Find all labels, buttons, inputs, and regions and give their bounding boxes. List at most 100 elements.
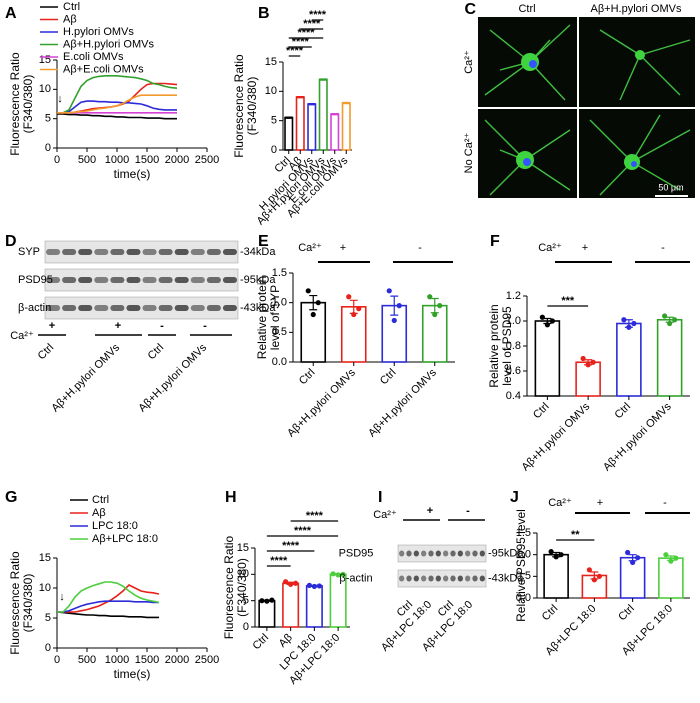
x-tick-label: 0 xyxy=(54,654,60,666)
data-point xyxy=(346,294,352,300)
group-label: + xyxy=(597,497,603,509)
blot-band xyxy=(46,305,61,311)
x-tick-label: Ctrl xyxy=(616,603,637,624)
column-label: Ctrl xyxy=(518,3,535,15)
significance-label: ** xyxy=(571,529,580,541)
blot-row-label: β-actin xyxy=(339,572,372,584)
y-tick-label: 0 xyxy=(45,142,51,154)
legend-label: Ctrl xyxy=(92,494,109,506)
data-point xyxy=(558,552,564,558)
legend-label: Aβ+LPC 18:0 xyxy=(92,533,158,545)
data-point xyxy=(335,572,341,578)
data-point xyxy=(549,318,555,324)
blot-marker: -34kDa xyxy=(240,246,276,258)
blot-band xyxy=(46,249,61,255)
panel-label: C xyxy=(464,1,476,18)
data-point xyxy=(306,582,312,588)
blot-band xyxy=(110,305,125,311)
blot-strip xyxy=(44,268,239,292)
row-label: No Ca²⁺ xyxy=(463,132,475,173)
blot-band xyxy=(399,575,405,582)
series-line xyxy=(57,581,160,613)
blot-strip xyxy=(44,240,239,264)
x-tick-label: Aβ+H.pylori OMVs xyxy=(285,366,358,439)
bar xyxy=(318,78,328,151)
x-axis-label: time(s) xyxy=(114,167,151,181)
significance-label: **** xyxy=(309,9,327,21)
series-line xyxy=(57,94,177,114)
y-axis-label: level of PSD95 xyxy=(500,306,514,386)
data-point xyxy=(427,294,433,300)
data-point xyxy=(662,313,668,319)
group-label: - xyxy=(160,320,164,332)
x-tick-label: 2000 xyxy=(165,154,189,166)
blot-row-label: PSD95 xyxy=(18,274,53,286)
data-point xyxy=(621,317,627,323)
blot-band xyxy=(158,305,173,311)
blot-band xyxy=(465,550,471,557)
x-axis-label: time(s) xyxy=(114,667,151,681)
data-point xyxy=(310,311,316,318)
data-point xyxy=(635,555,641,561)
legend-label: H.pylori OMVs xyxy=(63,26,134,38)
significance-label: **** xyxy=(297,27,315,39)
y-tick-label: 5 xyxy=(45,612,51,624)
group-label: + xyxy=(340,242,346,254)
y-tick-label: 1.5 xyxy=(516,527,531,539)
group-title: Ca²⁺ xyxy=(538,242,562,254)
data-point xyxy=(269,597,275,603)
y-tick-label: 10 xyxy=(39,83,51,95)
blot-band xyxy=(78,249,93,255)
blot-band xyxy=(62,305,77,311)
blot-band xyxy=(110,277,125,283)
x-tick-label: 2000 xyxy=(165,654,189,666)
panel-label: E xyxy=(258,233,269,250)
bar xyxy=(534,320,561,397)
blot-strip xyxy=(44,296,239,320)
blot-band xyxy=(479,550,485,557)
blot-band xyxy=(421,550,427,557)
annotation: ↓ xyxy=(59,591,65,603)
data-point xyxy=(259,598,265,604)
x-tick-label: 1500 xyxy=(135,154,159,166)
blot-band xyxy=(78,305,93,311)
y-axis-label: Relative protein xyxy=(255,276,269,359)
y-tick-label: 15 xyxy=(237,542,249,554)
column-label: Aβ+H.pylori OMVs xyxy=(591,3,682,15)
blot-band xyxy=(479,575,485,582)
blot-marker: -43kDa xyxy=(488,572,524,584)
blot-band xyxy=(158,249,173,255)
panel-label: I xyxy=(378,489,382,506)
y-tick-label: 5 xyxy=(243,595,249,607)
x-tick-label: 500 xyxy=(78,154,96,166)
legend-label: LPC 18:0 xyxy=(92,520,138,532)
blot-band xyxy=(126,277,141,283)
data-point xyxy=(293,580,299,586)
blot-band xyxy=(406,550,412,557)
blot-band xyxy=(472,550,478,557)
blot-band xyxy=(206,249,221,255)
data-point xyxy=(630,559,636,566)
data-point xyxy=(315,300,321,306)
data-point xyxy=(391,317,397,324)
blot-strip xyxy=(397,569,487,588)
y-axis-label: Fluorescence Ratio xyxy=(222,535,236,639)
bar xyxy=(307,103,317,151)
panel-label: D xyxy=(5,233,17,250)
error-bar xyxy=(307,103,316,106)
panel-label: J xyxy=(510,489,519,506)
series-line xyxy=(57,600,159,613)
blot-band xyxy=(174,249,189,255)
y-axis-label: (F340/380) xyxy=(21,75,35,134)
blot-band xyxy=(428,550,434,557)
y-tick-label: 5 xyxy=(271,115,277,127)
bar xyxy=(295,96,305,151)
blot-band xyxy=(222,277,237,283)
data-point xyxy=(330,571,336,577)
y-axis-label: (F340/380) xyxy=(245,77,259,136)
y-tick-label: 1.0 xyxy=(516,549,531,561)
bar xyxy=(284,116,294,151)
group-label: + xyxy=(49,320,55,332)
data-point xyxy=(548,549,554,555)
legend-label: Aβ+H.pylori OMVs xyxy=(63,38,154,50)
